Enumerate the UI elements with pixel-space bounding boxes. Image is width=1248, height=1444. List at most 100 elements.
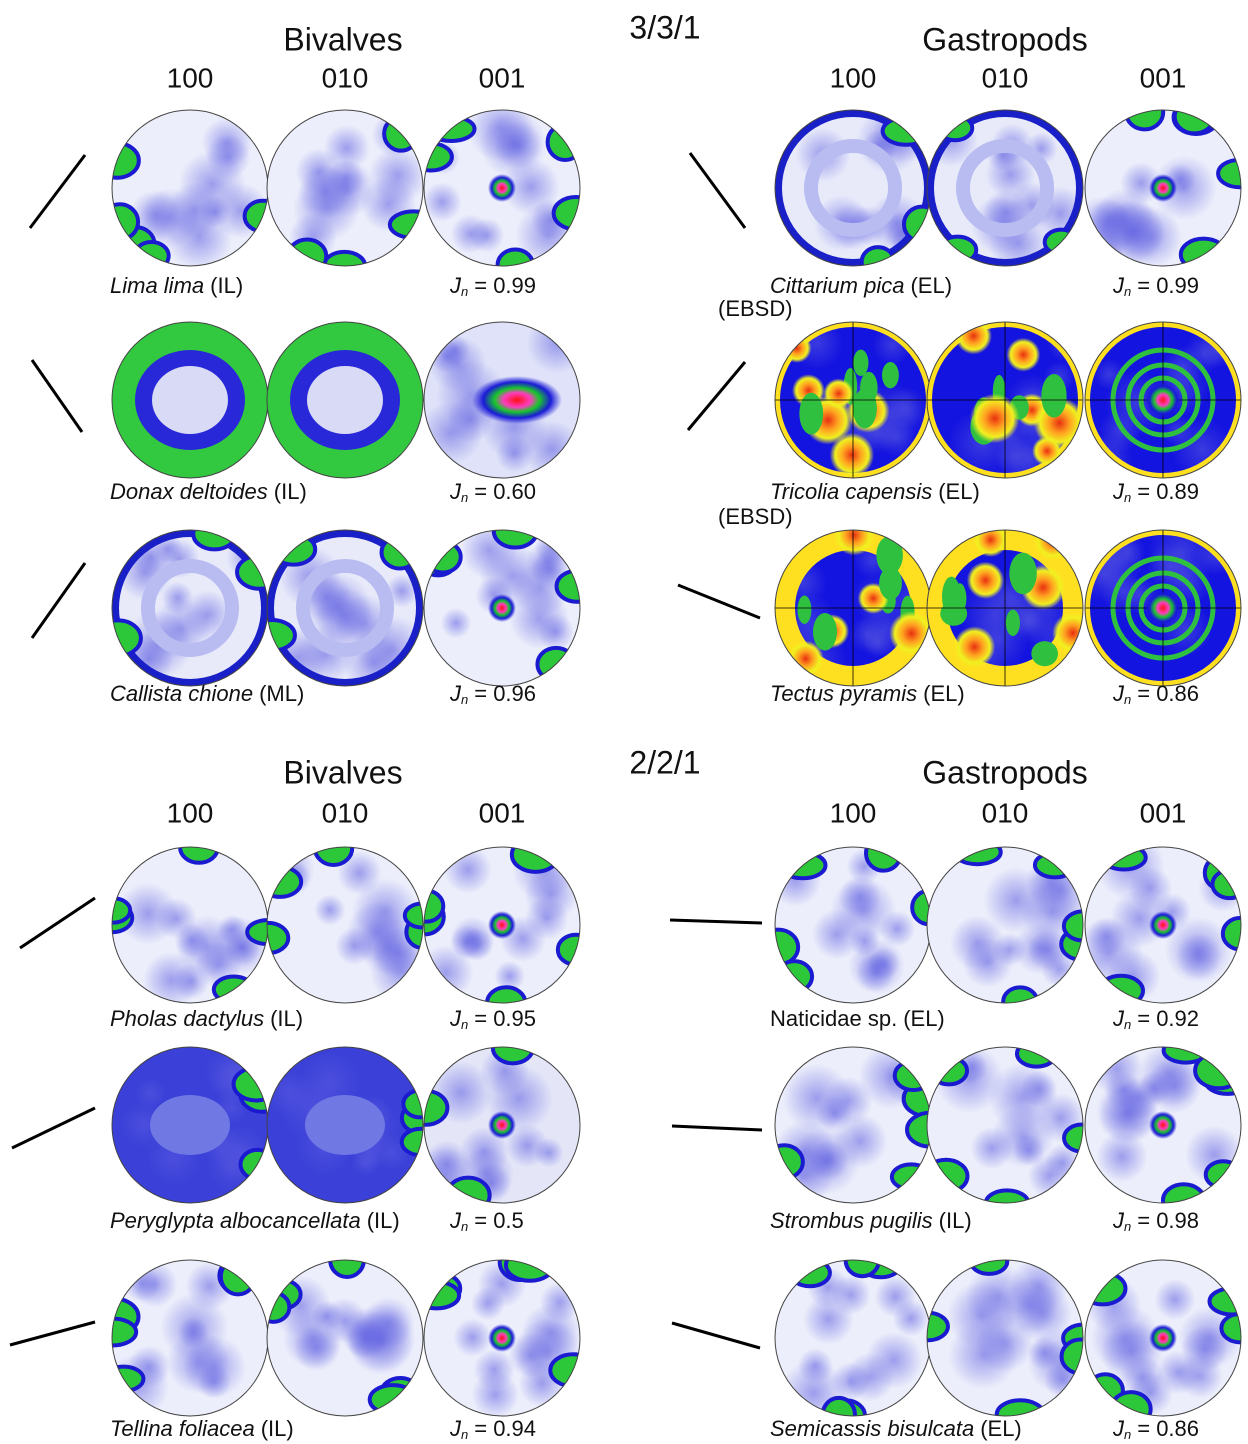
species-label: Strombus pugilis (IL) xyxy=(770,1208,972,1233)
spot xyxy=(488,174,516,202)
ring xyxy=(956,139,1054,237)
column-header: 100 xyxy=(167,797,214,828)
warm-blob xyxy=(966,561,1005,599)
pole-fill xyxy=(424,1260,580,1416)
warm-blob xyxy=(1052,612,1083,654)
species-label: Tellina foliacea (IL) xyxy=(110,1416,294,1441)
species-name: Semicassis bisulcata xyxy=(770,1416,974,1441)
green-blob xyxy=(799,392,824,435)
pole-shade xyxy=(539,1282,580,1323)
index-value: = 0.95 xyxy=(474,1006,536,1031)
pole-shade xyxy=(508,1332,554,1378)
pole-fill xyxy=(1085,530,1241,686)
group-title: Bivalves xyxy=(283,21,402,57)
spot xyxy=(1145,382,1181,418)
species-label: Peryglypta albocancellata (IL) xyxy=(110,1208,400,1233)
pole-shade xyxy=(201,117,253,169)
layer: (IL) xyxy=(210,273,243,298)
species-label: Pholas dactylus (IL) xyxy=(110,1006,303,1031)
index-value: = 0.92 xyxy=(1137,1006,1199,1031)
pole-outline xyxy=(266,321,424,479)
pole-figure xyxy=(266,321,424,479)
column-header: 010 xyxy=(322,62,369,93)
green-blob xyxy=(853,349,869,376)
pole-outline xyxy=(1084,1046,1242,1204)
column-header: 010 xyxy=(322,797,369,828)
pole-shade xyxy=(1100,201,1166,266)
orientation-line xyxy=(19,896,96,950)
pole-shade xyxy=(494,960,526,992)
pole-figure xyxy=(423,321,581,479)
warm-blob xyxy=(973,530,1008,558)
pole-figure xyxy=(266,109,424,267)
orientation-line xyxy=(671,1124,763,1132)
pole-figure xyxy=(774,529,932,687)
layer: (ML) xyxy=(259,681,304,706)
pole-shade xyxy=(1085,433,1133,478)
column-header: 001 xyxy=(1140,797,1187,828)
species-label: Semicassis bisulcata (EL) xyxy=(770,1416,1022,1441)
method-label: (EBSD) xyxy=(718,504,793,529)
spot xyxy=(472,376,562,424)
spot xyxy=(1145,590,1181,626)
pole-shade xyxy=(985,149,1036,200)
pole-figure xyxy=(266,1046,424,1204)
layer: (IL) xyxy=(274,479,307,504)
pole-fill xyxy=(424,847,580,1003)
pole-fill xyxy=(112,1260,268,1416)
rim xyxy=(112,530,268,686)
pole-shade xyxy=(526,322,580,374)
pole-shade xyxy=(335,927,374,966)
pole-outline xyxy=(423,846,581,1004)
warm-blob xyxy=(953,626,996,668)
pole-shade xyxy=(1020,1070,1058,1108)
pole-outline xyxy=(1084,1259,1242,1417)
index-sub: n xyxy=(1124,284,1131,299)
index-sub: n xyxy=(461,692,468,707)
pole-figure xyxy=(423,109,581,267)
layer: (EL) xyxy=(910,273,952,298)
index-value: = 0.94 xyxy=(474,1416,536,1441)
pole-shade xyxy=(879,910,916,947)
texture-index: Jn = 0.92 xyxy=(1112,1006,1199,1033)
texture-index: Jn = 0.95 xyxy=(449,1006,536,1033)
index-sub: n xyxy=(461,1017,468,1032)
pole-shade xyxy=(467,110,534,162)
pole-fill xyxy=(775,847,931,1003)
pole-outline xyxy=(266,846,424,1004)
species-label: Callista chione (ML) xyxy=(110,681,304,706)
pole-figure xyxy=(1084,1259,1242,1417)
pole-outline xyxy=(266,1046,424,1204)
pole-fill xyxy=(775,322,931,478)
pole-figure xyxy=(926,1259,1084,1417)
pole-shade xyxy=(350,1147,381,1178)
column-header: 001 xyxy=(479,62,526,93)
spot xyxy=(1149,1111,1177,1139)
species-name: Strombus pugilis xyxy=(770,1208,933,1233)
pole-fill xyxy=(267,322,423,478)
index-value: = 0.99 xyxy=(474,273,536,298)
pole-figure xyxy=(774,846,932,1004)
species-label: Tectus pyramis (EL) xyxy=(770,681,965,706)
ring xyxy=(296,559,394,657)
pole-fill xyxy=(775,1260,931,1416)
pole-shade xyxy=(838,875,882,919)
pole-outline xyxy=(926,109,1084,267)
pole-figure xyxy=(423,529,581,687)
pole-figure xyxy=(1084,109,1242,267)
index-sub: n xyxy=(1124,1427,1131,1442)
pole-fill xyxy=(775,110,931,266)
column-header: 010 xyxy=(982,797,1029,828)
pole-shade xyxy=(293,1324,341,1372)
pole-figure xyxy=(111,846,269,1004)
layer: (EL) xyxy=(903,1006,945,1031)
column-header: 010 xyxy=(982,62,1029,93)
pole-figure xyxy=(926,1046,1084,1204)
index-sub: n xyxy=(461,1427,468,1442)
layer: (EL) xyxy=(923,681,965,706)
pole-shade xyxy=(502,157,560,216)
pole-shade xyxy=(450,916,495,961)
pole-shade xyxy=(443,847,492,894)
pole-figure xyxy=(266,846,424,1004)
index-value: = 0.98 xyxy=(1137,1208,1199,1233)
